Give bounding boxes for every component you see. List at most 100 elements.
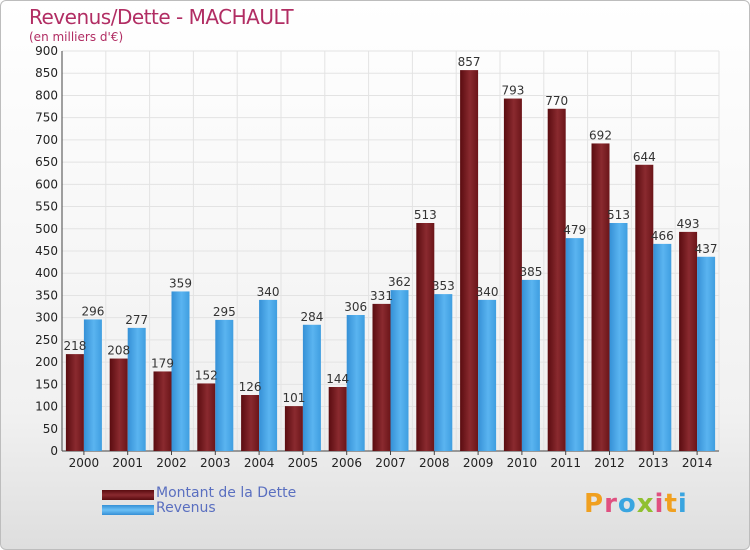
bar-debt-value-label: 857 bbox=[458, 55, 481, 69]
y-tick-label: 850 bbox=[35, 66, 58, 80]
bar-revenue bbox=[390, 290, 409, 451]
y-tick-label: 650 bbox=[35, 155, 58, 169]
x-tick-label: 2013 bbox=[638, 456, 669, 470]
bar-debt bbox=[241, 395, 260, 451]
bar-debt-value-label: 770 bbox=[545, 94, 568, 108]
bar-revenue-value-label: 466 bbox=[651, 229, 674, 243]
bar-debt bbox=[372, 303, 391, 451]
y-tick-label: 300 bbox=[35, 311, 58, 325]
bar-debt bbox=[153, 371, 172, 451]
logo-letter: i bbox=[654, 489, 665, 519]
x-tick-label: 2000 bbox=[69, 456, 100, 470]
y-tick-label: 450 bbox=[35, 244, 58, 258]
legend-swatch-revenue bbox=[102, 505, 154, 515]
bar-revenue-value-label: 479 bbox=[563, 223, 586, 237]
bar-revenue bbox=[215, 319, 234, 451]
y-tick-label: 350 bbox=[35, 288, 58, 302]
bar-debt-value-label: 208 bbox=[107, 344, 130, 358]
bar-debt-value-label: 331 bbox=[370, 289, 393, 303]
bar-revenue-value-label: 340 bbox=[476, 285, 499, 299]
chart-subtitle: (en milliers d'€) bbox=[29, 30, 124, 44]
bar-debt-value-label: 218 bbox=[63, 339, 86, 353]
x-tick-label: 2012 bbox=[594, 456, 625, 470]
bar-revenue bbox=[171, 291, 190, 451]
data-labels: 218 296 208 277 179 359 152 295 126 340 101 284 144 3… bbox=[63, 55, 717, 405]
bar-debt-value-label: 644 bbox=[633, 150, 656, 164]
bar-debt bbox=[109, 358, 128, 451]
x-tick-label: 2001 bbox=[112, 456, 143, 470]
y-tick-label: 400 bbox=[35, 266, 58, 280]
bar-revenue-value-label: 362 bbox=[388, 275, 411, 289]
bar-revenue-value-label: 277 bbox=[125, 313, 148, 327]
bar-revenue bbox=[478, 299, 497, 451]
bar-debt-value-label: 692 bbox=[589, 128, 612, 142]
x-tick-label: 2011 bbox=[550, 456, 581, 470]
bar-debt bbox=[679, 231, 698, 451]
bar-revenue-value-label: 359 bbox=[169, 276, 192, 290]
bar-revenue-value-label: 284 bbox=[300, 310, 323, 324]
bar-revenue bbox=[259, 299, 278, 451]
bar-debt bbox=[197, 383, 216, 451]
bar-revenue-value-label: 513 bbox=[607, 208, 630, 222]
y-tick-label: 750 bbox=[35, 111, 58, 125]
bar-debt-value-label: 152 bbox=[195, 368, 218, 382]
bar-revenue bbox=[346, 315, 365, 451]
bar-debt-value-label: 126 bbox=[239, 380, 262, 394]
bar-revenue bbox=[609, 223, 628, 451]
logo-letter: r bbox=[604, 489, 618, 519]
x-tick-label: 2003 bbox=[200, 456, 231, 470]
bar-revenue-value-label: 437 bbox=[695, 242, 718, 256]
x-tick-label: 2007 bbox=[375, 456, 406, 470]
legend-label-revenue: Revenus bbox=[156, 500, 216, 516]
x-tick-label: 2002 bbox=[156, 456, 187, 470]
bar-debt bbox=[328, 387, 347, 451]
x-tick-label: 2005 bbox=[288, 456, 319, 470]
y-tick-label: 600 bbox=[35, 177, 58, 191]
y-tick-label: 550 bbox=[35, 200, 58, 214]
x-tick-label: 2004 bbox=[244, 456, 275, 470]
bar-debt bbox=[460, 70, 479, 451]
proxiti-logo: Proxiti bbox=[584, 489, 688, 519]
y-tick-label: 100 bbox=[35, 400, 58, 414]
y-tick-label: 900 bbox=[35, 44, 58, 58]
bar-revenue bbox=[565, 238, 584, 451]
x-tick-label: 2006 bbox=[331, 456, 362, 470]
y-tick-label: 50 bbox=[43, 422, 58, 436]
bar-debt-value-label: 179 bbox=[151, 356, 174, 370]
bar-debt bbox=[416, 223, 435, 451]
bar-revenue-value-label: 385 bbox=[519, 265, 542, 279]
y-tick-label: 200 bbox=[35, 355, 58, 369]
y-tick-label: 800 bbox=[35, 88, 58, 102]
legend-label-debt: Montant de la Dette bbox=[156, 485, 297, 501]
chart-title: Revenus/Dette - MACHAULT bbox=[29, 5, 294, 29]
x-tick-label: 2010 bbox=[507, 456, 538, 470]
bar-revenue-value-label: 295 bbox=[213, 305, 236, 319]
bar-debt bbox=[635, 164, 654, 451]
x-tick-label: 2014 bbox=[682, 456, 713, 470]
bar-debt-value-label: 513 bbox=[414, 208, 437, 222]
logo-letter: i bbox=[677, 489, 688, 519]
y-tick-label: 700 bbox=[35, 133, 58, 147]
bar-debt-value-label: 144 bbox=[326, 372, 349, 386]
logo-letter: o bbox=[617, 489, 637, 519]
logo-letter: t bbox=[664, 489, 678, 519]
bar-revenue-value-label: 306 bbox=[344, 300, 367, 314]
bar-revenue bbox=[521, 279, 540, 451]
bar-revenue-value-label: 340 bbox=[257, 285, 280, 299]
bar-debt bbox=[65, 354, 84, 451]
logo-letter: x bbox=[636, 489, 655, 519]
axes: 0 50 100 150 200 250 300 350 400 450 500 550 600 650 7… bbox=[35, 44, 719, 470]
bar-revenue bbox=[434, 294, 453, 451]
legend-swatch-debt bbox=[102, 490, 154, 500]
bar-debt-value-label: 493 bbox=[677, 217, 700, 231]
bar-revenue bbox=[127, 327, 146, 451]
bars bbox=[65, 70, 716, 452]
y-tick-label: 0 bbox=[50, 444, 58, 458]
y-tick-label: 500 bbox=[35, 222, 58, 236]
bar-revenue bbox=[653, 243, 672, 451]
bar-debt bbox=[547, 108, 566, 452]
bar-revenue bbox=[302, 324, 321, 451]
bar-revenue bbox=[83, 319, 102, 451]
